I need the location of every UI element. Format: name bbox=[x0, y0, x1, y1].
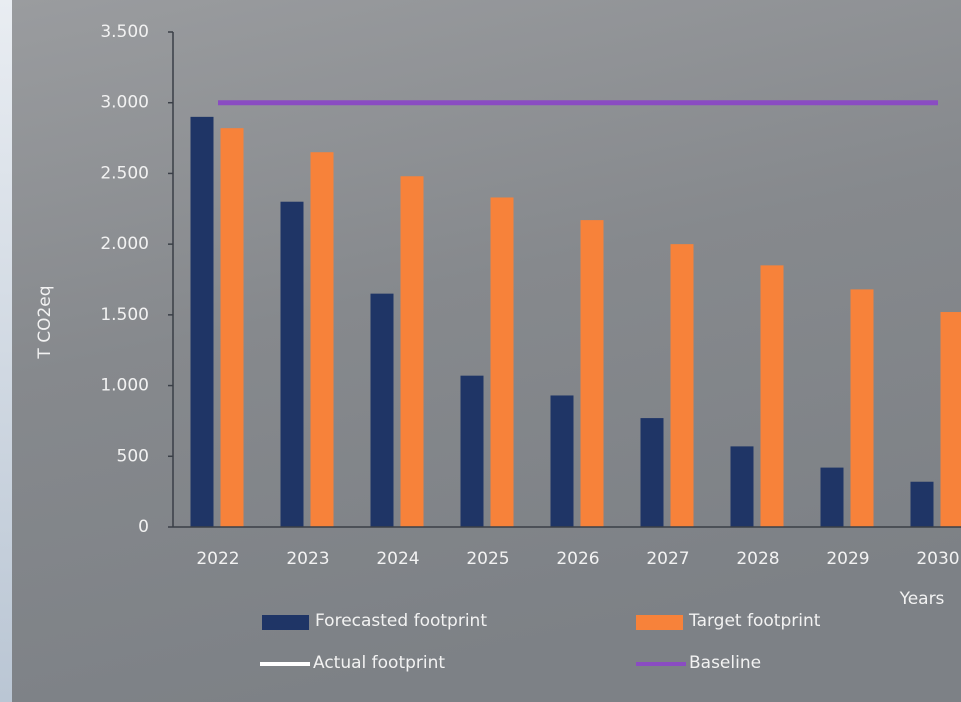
legend-label: Baseline bbox=[689, 653, 761, 673]
x-tick-label: 2022 bbox=[196, 549, 239, 569]
x-tick-label: 2030 bbox=[916, 549, 959, 569]
x-axis-title: Years bbox=[899, 589, 945, 609]
x-tick-label: 2023 bbox=[286, 549, 329, 569]
y-tick-label: 500 bbox=[117, 446, 149, 466]
bar bbox=[460, 375, 484, 527]
bar bbox=[280, 201, 304, 527]
bar bbox=[370, 293, 394, 527]
y-tick-label: 1.500 bbox=[100, 305, 149, 325]
x-tick-label: 2024 bbox=[376, 549, 419, 569]
legend-label: Forecasted footprint bbox=[315, 611, 487, 631]
bar bbox=[550, 395, 574, 527]
bar bbox=[940, 312, 961, 527]
legend-label: Actual footprint bbox=[313, 653, 445, 673]
x-tick-label: 2028 bbox=[736, 549, 779, 569]
bar bbox=[310, 152, 334, 527]
y-tick-label: 2.500 bbox=[100, 163, 149, 183]
x-tick-label: 2025 bbox=[466, 549, 509, 569]
y-tick-label: 3.000 bbox=[100, 93, 149, 113]
bar bbox=[760, 265, 784, 527]
x-tick-label: 2027 bbox=[646, 549, 689, 569]
y-tick-label: 3.500 bbox=[100, 22, 149, 42]
legend-swatch bbox=[636, 615, 683, 630]
y-axis-title: T CO2eq bbox=[35, 285, 55, 359]
y-tick-label: 2.000 bbox=[100, 234, 149, 254]
bar bbox=[190, 116, 214, 527]
y-tick-label: 0 bbox=[138, 517, 149, 537]
bar bbox=[730, 446, 754, 527]
bar bbox=[490, 197, 514, 527]
x-tick-label: 2029 bbox=[826, 549, 869, 569]
bar bbox=[850, 289, 874, 527]
bar bbox=[820, 467, 844, 527]
bar bbox=[910, 481, 934, 527]
legend-label: Target footprint bbox=[688, 611, 821, 631]
legend-swatch bbox=[262, 615, 309, 630]
bar bbox=[580, 220, 604, 527]
bar bbox=[640, 418, 664, 527]
x-tick-label: 2026 bbox=[556, 549, 599, 569]
edge bbox=[0, 0, 12, 702]
y-tick-label: 1.000 bbox=[100, 376, 149, 396]
bar bbox=[220, 128, 244, 527]
bar bbox=[400, 176, 424, 527]
bar bbox=[670, 244, 694, 527]
